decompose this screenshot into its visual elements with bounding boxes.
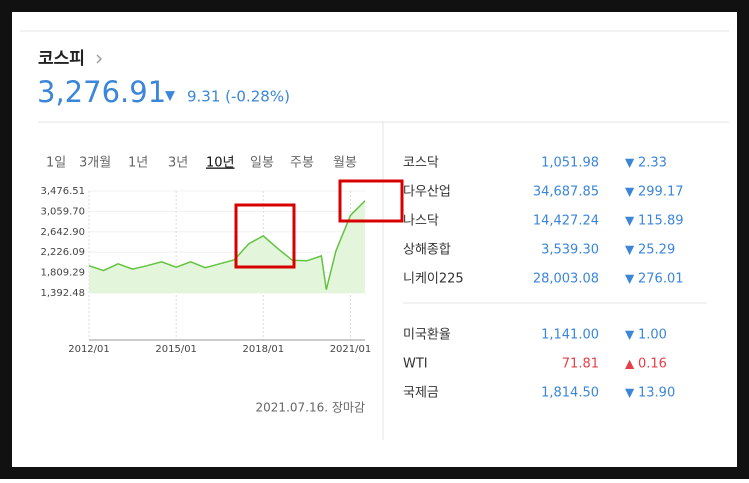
market-direction: ▼ bbox=[625, 214, 635, 228]
close-note: 2021.07.16. 장마감 bbox=[256, 401, 365, 415]
market-change: 1.00 bbox=[638, 328, 667, 343]
title[interactable]: 코스피 bbox=[38, 49, 85, 69]
market-direction: ▼ bbox=[625, 185, 635, 199]
market-name[interactable]: WTI bbox=[403, 357, 428, 372]
x-tick-label: 2021/01 bbox=[330, 344, 372, 355]
market-name[interactable]: 미국환율 bbox=[403, 328, 451, 343]
market-change: 13.90 bbox=[638, 386, 675, 401]
y-tick-label: 3,476.51 bbox=[40, 186, 85, 197]
market-change: 276.01 bbox=[638, 272, 684, 287]
area bbox=[89, 200, 365, 293]
index-value: 3,276.91 bbox=[37, 75, 166, 109]
tab[interactable]: 10년 bbox=[206, 156, 235, 171]
market-name[interactable]: 니케이225 bbox=[403, 272, 464, 287]
market-direction: ▲ bbox=[625, 357, 635, 371]
y-tick-label: 1,809.29 bbox=[40, 268, 85, 279]
market-name[interactable]: 나스닥 bbox=[403, 214, 439, 229]
market-value: 28,003.08 bbox=[533, 272, 599, 287]
direction: ▼ bbox=[165, 89, 175, 104]
market-change: 25.29 bbox=[638, 243, 675, 258]
y-tick-label: 3,059.70 bbox=[40, 206, 85, 217]
highlight-box bbox=[338, 179, 404, 223]
market-change: 299.17 bbox=[638, 185, 684, 200]
y-tick-label: 2,642.90 bbox=[40, 227, 85, 238]
tab[interactable]: 1년 bbox=[128, 156, 148, 171]
tab[interactable]: 일봉 bbox=[250, 156, 274, 171]
tab[interactable]: 3년 bbox=[168, 156, 188, 171]
x-tick-label: 2015/01 bbox=[155, 344, 197, 355]
market-value: 1,814.50 bbox=[541, 386, 599, 401]
market-name[interactable]: 상해종합 bbox=[403, 243, 451, 258]
market-name[interactable]: 국제금 bbox=[403, 386, 439, 401]
tab[interactable]: 1일 bbox=[46, 156, 66, 171]
market-direction: ▼ bbox=[625, 328, 635, 342]
line bbox=[88, 200, 366, 290]
y-tick-label: 2,226.09 bbox=[40, 247, 85, 258]
market-value: 71.81 bbox=[562, 357, 599, 372]
market-direction: ▼ bbox=[625, 386, 635, 400]
tab[interactable]: 월봉 bbox=[333, 156, 357, 171]
market-change: 2.33 bbox=[638, 156, 667, 171]
market-value: 1,051.98 bbox=[541, 156, 599, 171]
market-value: 1,141.00 bbox=[541, 328, 599, 343]
y-tick-label: 1,392.48 bbox=[40, 288, 85, 299]
tab[interactable]: 주봉 bbox=[290, 156, 314, 171]
market-value: 3,539.30 bbox=[541, 243, 599, 258]
tab[interactable]: 3개월 bbox=[79, 156, 111, 171]
change: 9.31 (-0.28%) bbox=[187, 88, 290, 106]
market-direction: ▼ bbox=[625, 272, 635, 286]
x-tick-label: 2012/01 bbox=[68, 344, 110, 355]
market-direction: ▼ bbox=[625, 156, 635, 170]
market-name[interactable]: 코스닥 bbox=[403, 156, 439, 171]
highlight-box bbox=[234, 203, 296, 269]
market-value: 34,687.85 bbox=[533, 185, 599, 200]
chevron bbox=[96, 54, 102, 64]
x-tick-label: 2018/01 bbox=[243, 344, 285, 355]
market-change: 0.16 bbox=[638, 357, 667, 372]
market-change: 115.89 bbox=[638, 214, 684, 229]
market-value: 14,427.24 bbox=[533, 214, 599, 229]
market-direction: ▼ bbox=[625, 243, 635, 257]
market-name[interactable]: 다우산업 bbox=[403, 185, 451, 200]
